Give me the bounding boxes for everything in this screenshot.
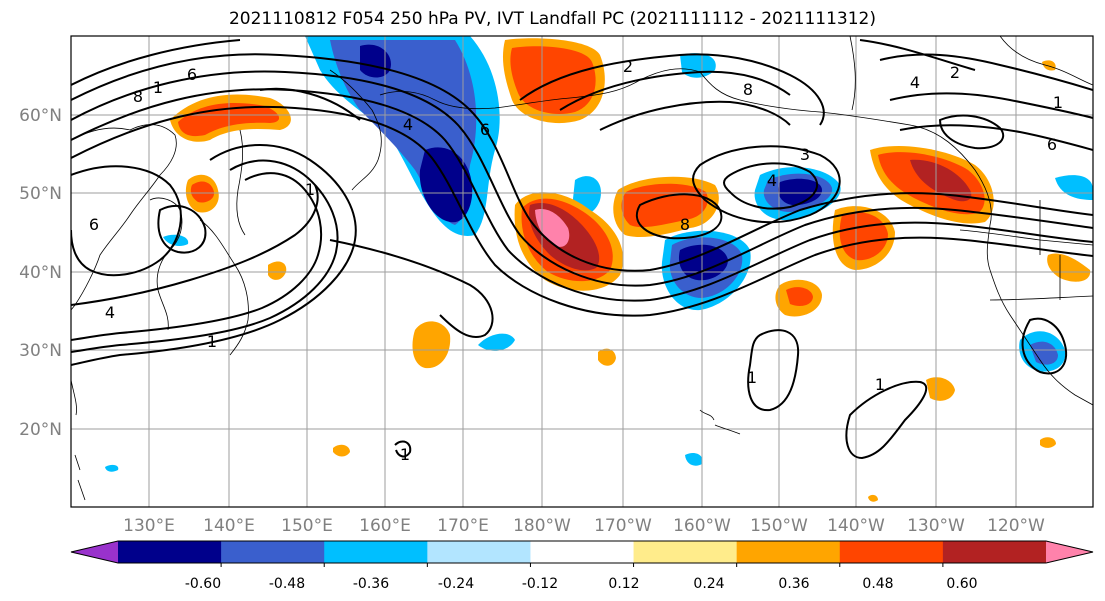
lon-label: 130°W: [907, 516, 965, 536]
contour-label: 8: [133, 87, 143, 106]
colorbar-segment: [324, 541, 428, 563]
colorbar-segment: [633, 541, 738, 563]
positive-anomaly-region: [910, 159, 972, 202]
colorbar-segment: [530, 541, 635, 563]
contour-label: 1: [153, 78, 163, 97]
pv-anomaly-shading: [105, 36, 1093, 502]
map-frame: [70, 35, 1094, 508]
colorbar-tick-label: -0.36: [353, 576, 389, 592]
contour-label: 6: [480, 120, 490, 139]
positive-anomaly-region: [926, 377, 955, 401]
positive-anomaly-region: [1047, 253, 1091, 282]
lon-label: 180°W: [513, 516, 571, 536]
lon-label: 150°E: [281, 516, 333, 536]
colorbar-segment: [839, 541, 944, 563]
lon-label: 170°E: [437, 516, 489, 536]
negative-anomaly-region: [778, 178, 822, 206]
colorbar: [70, 540, 1094, 567]
negative-anomaly-region: [678, 244, 728, 281]
contour-label: 4: [105, 303, 115, 322]
colorbar-tick-label: 0.48: [862, 576, 893, 592]
positive-anomaly-region: [868, 494, 878, 502]
negative-anomaly-region: [105, 464, 119, 472]
contour-label: 8: [680, 215, 690, 234]
colorbar-segment: [427, 541, 531, 563]
lat-label: 60°N: [19, 106, 62, 126]
colorbar-extend-min: [71, 541, 118, 563]
lon-label: 160°E: [359, 516, 411, 536]
colorbar-segment: [736, 541, 841, 563]
positive-anomaly-region: [268, 261, 287, 280]
positive-anomaly-region: [190, 181, 215, 203]
contour-label: 1: [305, 180, 315, 199]
colorbar-tick-labels: -0.60 -0.48 -0.36 -0.24 -0.12 0.12 0.24 …: [185, 576, 978, 592]
gridlines: [71, 36, 1093, 507]
lat-label: 50°N: [19, 184, 62, 204]
contour-label: 2: [623, 57, 633, 76]
negative-anomaly-region: [685, 453, 703, 466]
lat-label: 40°N: [19, 263, 62, 283]
lon-label: 170°W: [594, 516, 652, 536]
contour-label: 4: [403, 115, 413, 134]
contour-label: 1: [747, 368, 757, 387]
contour-label: 1: [400, 445, 410, 464]
positive-anomaly-region: [333, 444, 350, 457]
positive-anomaly-region: [1040, 437, 1056, 448]
lon-label: 130°E: [123, 516, 175, 536]
lon-label: 160°W: [673, 516, 731, 536]
contour-label: 6: [1047, 135, 1057, 154]
positive-anomaly-region: [412, 321, 451, 369]
lon-label: 150°W: [750, 516, 808, 536]
map-area: 6 8 1 4 6 1 1 4 6 8 3 4 1 1 1 2 4 2 8 6 …: [71, 36, 1093, 507]
positive-anomaly-region: [1042, 60, 1056, 71]
contour-label: 4: [767, 171, 777, 190]
colorbar-tick-label: -0.48: [269, 576, 305, 592]
map-title: 2021110812 F054 250 hPa PV, IVT Landfall…: [228, 9, 876, 29]
contour-label: 1: [875, 375, 885, 394]
contour-label: 2: [950, 63, 960, 82]
lon-label: 140°E: [203, 516, 255, 536]
colorbar-tick-label: -0.24: [438, 576, 474, 592]
colorbar-tick-label: 0.36: [778, 576, 809, 592]
contour-label: 3: [800, 145, 810, 164]
negative-anomaly-region: [1055, 175, 1093, 200]
colorbar-tick-label: 0.60: [946, 576, 977, 592]
contour-label: 1: [1053, 93, 1063, 112]
lon-label: 140°W: [827, 516, 885, 536]
colorbar-outline: [70, 540, 1094, 564]
colorbar-segment: [942, 541, 1047, 563]
colorbar-segment: [221, 541, 325, 563]
contour-label-group: 6 8 1 4 6 1 1 4 6 8 3 4 1 1 1 2 4 2 8 6 …: [89, 57, 1063, 464]
colorbar-tick-label: 0.12: [608, 576, 639, 592]
positive-anomaly-region: [786, 287, 813, 306]
lat-label: 20°N: [19, 420, 62, 440]
latitude-labels: 60°N 50°N 40°N 30°N 20°N: [19, 106, 62, 440]
lat-label: 30°N: [19, 341, 62, 361]
colorbar-tick-label: 0.24: [693, 576, 724, 592]
contour-label: 6: [187, 65, 197, 84]
lon-label: 120°W: [987, 516, 1045, 536]
positive-anomaly-region: [598, 348, 616, 366]
positive-anomaly-region: [535, 209, 570, 247]
contour-label: 4: [910, 73, 920, 92]
contour-lines: [71, 39, 1093, 460]
negative-anomaly-region: [1030, 341, 1058, 365]
colorbar-segment: [118, 541, 222, 563]
contour-label: 6: [89, 215, 99, 234]
colorbar-tick-label: -0.12: [522, 576, 558, 592]
contour-label: 1: [207, 332, 217, 351]
contour-label: 8: [743, 80, 753, 99]
longitude-labels: 130°E 140°E 150°E 160°E 170°E 180°W 170°…: [123, 516, 1045, 536]
positive-anomaly-region: [510, 46, 596, 114]
colorbar-extend-max: [1046, 541, 1093, 563]
negative-anomaly-region: [478, 333, 515, 351]
colorbar-tick-label: -0.60: [185, 576, 221, 592]
